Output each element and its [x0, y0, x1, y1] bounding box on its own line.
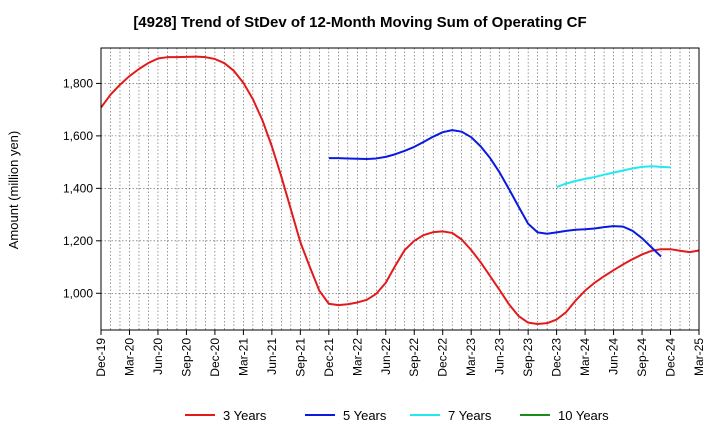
series-lines — [100, 55, 700, 325]
legend-label: 3 Years — [223, 408, 267, 423]
y-tick-label: 1,400 — [63, 181, 93, 195]
x-tick-label: Dec-20 — [208, 338, 222, 377]
x-tick-label: Sep-23 — [521, 338, 535, 377]
x-tick-label: Mar-25 — [692, 338, 706, 376]
legend-label: 5 Years — [343, 408, 387, 423]
x-tick-label: Dec-21 — [322, 338, 336, 377]
x-tick-label: Dec-19 — [94, 338, 108, 377]
chart-title: [4928] Trend of StDev of 12-Month Moving… — [133, 14, 587, 31]
series-line-3-years — [100, 55, 700, 325]
x-tick-label: Jun-23 — [493, 338, 507, 375]
x-tick-label: Jun-20 — [151, 338, 165, 375]
x-tick-label: Sep-20 — [179, 338, 193, 377]
y-tick-label: 1,600 — [63, 129, 93, 143]
x-tick-label: Mar-22 — [350, 338, 364, 376]
x-tick-label: Mar-20 — [122, 338, 136, 376]
y-tick-label: 1,000 — [63, 286, 93, 300]
x-tick-label: Sep-21 — [293, 338, 307, 377]
x-tick-label: Sep-24 — [635, 338, 649, 377]
legend: 3 Years 5 Years 7 Years 10 Years — [185, 408, 609, 423]
legend-label: 7 Years — [448, 408, 492, 423]
y-tick-label: 1,800 — [63, 76, 93, 90]
x-tick-label: Jun-22 — [379, 338, 393, 375]
y-tick-labels: 1,000 1,200 1,400 1,600 1,800 — [63, 76, 101, 300]
x-tick-label: Mar-21 — [236, 338, 250, 376]
x-tick-label: Mar-24 — [578, 338, 592, 376]
y-tick-label: 1,200 — [63, 234, 93, 248]
legend-label: 10 Years — [558, 408, 609, 423]
y-axis-label: Amount (million yen) — [6, 131, 21, 250]
x-tick-label: Dec-23 — [550, 338, 564, 377]
x-tick-label: Jun-24 — [607, 338, 621, 375]
x-tick-label: Dec-24 — [664, 338, 678, 377]
x-tick-label: Sep-22 — [407, 338, 421, 377]
plot-area — [101, 48, 699, 330]
x-tick-label: Dec-22 — [436, 338, 450, 377]
series-line-5-years — [328, 129, 662, 258]
x-tick-label: Mar-23 — [464, 338, 478, 376]
x-tick-labels: Dec-19 Mar-20 Jun-20 Sep-20 Dec-20 Mar-21 Jun-… — [94, 330, 706, 377]
grid-lines — [101, 48, 699, 330]
series-line-7-years — [556, 165, 671, 188]
plot-border — [100, 47, 700, 331]
x-tick-label: Jun-21 — [265, 338, 279, 375]
